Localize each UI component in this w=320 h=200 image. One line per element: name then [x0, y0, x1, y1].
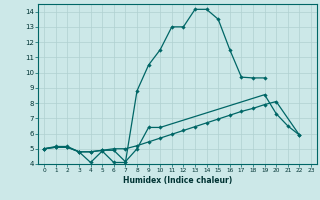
X-axis label: Humidex (Indice chaleur): Humidex (Indice chaleur) [123, 176, 232, 185]
